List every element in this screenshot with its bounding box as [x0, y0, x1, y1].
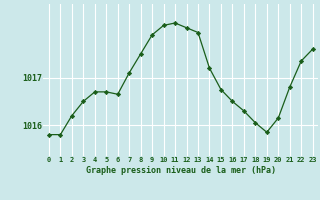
X-axis label: Graphe pression niveau de la mer (hPa): Graphe pression niveau de la mer (hPa)	[86, 166, 276, 175]
